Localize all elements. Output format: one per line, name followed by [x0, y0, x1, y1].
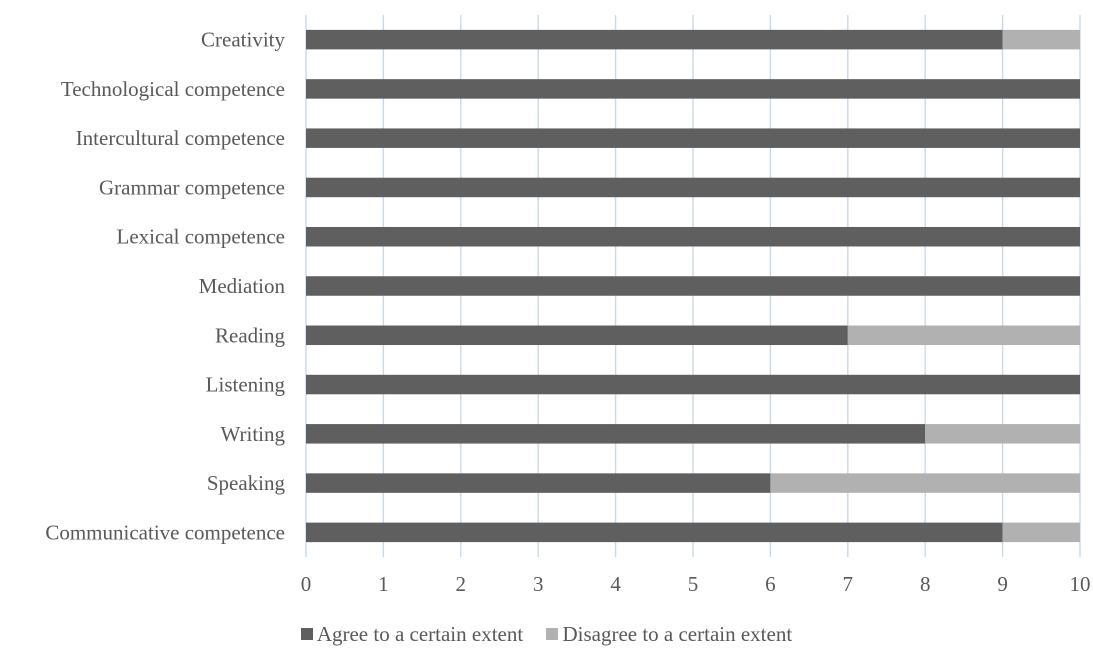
- bar-agree-4: [306, 226, 1080, 247]
- x-tick-label-6: 6: [765, 572, 776, 596]
- x-tick-label-7: 7: [843, 572, 854, 596]
- bar-agree-9: [306, 473, 771, 493]
- bar-agree-0: [306, 29, 1003, 50]
- bar-disagree-10: [1002, 522, 1080, 543]
- category-label-7: Listening: [206, 373, 286, 397]
- category-label-9: Speaking: [207, 471, 286, 495]
- x-tick-label-3: 3: [533, 572, 544, 596]
- category-label-1: Technological competence: [61, 77, 285, 101]
- category-labels: Creativity Technological competence Interc…: [45, 28, 285, 545]
- legend-swatch-disagree: [546, 628, 559, 640]
- bar-agree-3: [306, 177, 1080, 198]
- category-label-0: Creativity: [201, 28, 285, 52]
- bar-agree-10: [306, 522, 1003, 543]
- legend-label-agree: Agree to a certain extent: [316, 622, 524, 646]
- category-label-5: Mediation: [199, 274, 286, 298]
- category-label-10: Communicative competence: [45, 520, 285, 544]
- legend-item-agree: Agree to a certain extent: [300, 622, 524, 647]
- category-label-6: Reading: [215, 323, 285, 347]
- category-label-4: Lexical competence: [117, 225, 285, 249]
- x-tick-label-1: 1: [378, 572, 389, 596]
- x-tick-label-9: 9: [997, 572, 1008, 596]
- x-tick-label-8: 8: [920, 572, 931, 596]
- x-tick-label-10: 10: [1070, 572, 1091, 596]
- bar-disagree-9: [770, 473, 1080, 493]
- legend: Agree to a certain extent Disagree to a …: [0, 622, 1093, 647]
- x-tick-label-4: 4: [610, 572, 621, 596]
- x-tick-label-0: 0: [301, 572, 312, 596]
- legend-item-disagree: Disagree to a certain extent: [546, 622, 792, 647]
- legend-swatch-agree: [300, 628, 313, 640]
- x-tick-labels: 0 1 2 3 4 5 6 7 8 9 10: [301, 572, 1091, 596]
- bar-disagree-0: [1002, 29, 1080, 50]
- bar-agree-1: [306, 79, 1080, 99]
- bar-agree-7: [306, 374, 1080, 395]
- bar-agree-2: [306, 128, 1080, 148]
- bar-agree-6: [306, 325, 848, 346]
- category-label-2: Intercultural competence: [76, 126, 285, 150]
- category-label-3: Grammar competence: [99, 175, 285, 199]
- bars: [306, 29, 1080, 543]
- x-tick-label-5: 5: [688, 572, 699, 596]
- legend-label-disagree: Disagree to a certain extent: [562, 622, 793, 646]
- bar-agree-5: [306, 276, 1080, 296]
- bar-agree-8: [306, 424, 926, 444]
- bar-disagree-8: [925, 424, 1080, 444]
- x-tick-label-2: 2: [456, 572, 467, 596]
- category-label-8: Writing: [221, 422, 286, 446]
- bar-disagree-6: [847, 325, 1080, 346]
